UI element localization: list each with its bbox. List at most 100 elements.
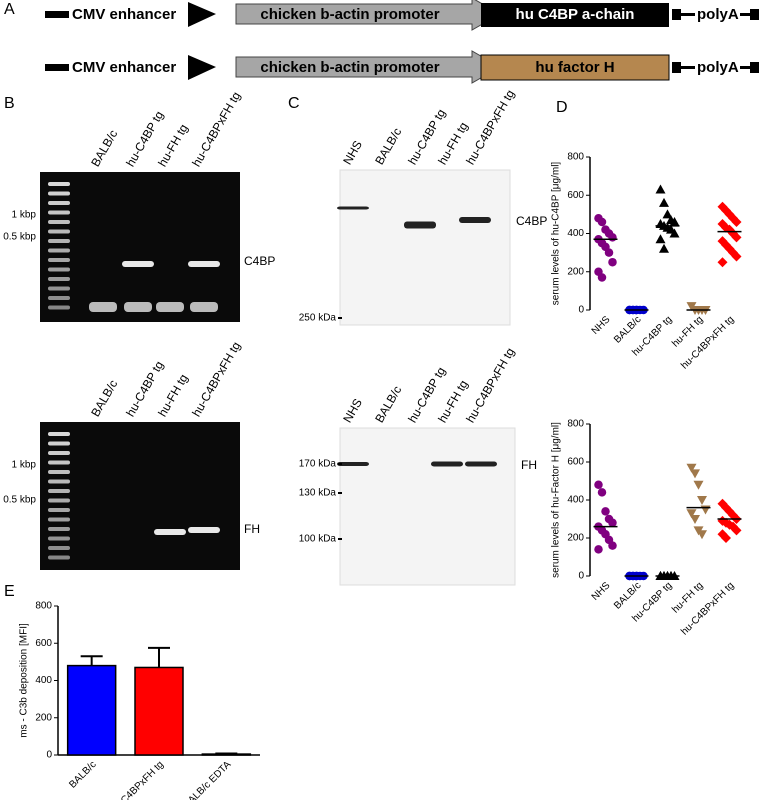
lane-label: BALB/c bbox=[88, 377, 120, 419]
construct-shapes bbox=[45, 0, 759, 84]
ladder-band bbox=[48, 546, 70, 550]
primer-band bbox=[124, 302, 152, 312]
size-marker: 1 kbp bbox=[12, 210, 37, 221]
ladder-band bbox=[48, 201, 70, 205]
bar bbox=[134, 666, 184, 756]
y-tick-label: 400 bbox=[35, 675, 52, 686]
data-point bbox=[604, 248, 614, 257]
lane-label: hu-FH tg bbox=[155, 372, 190, 419]
ladder-band bbox=[48, 470, 70, 474]
blot-band bbox=[337, 462, 369, 466]
y-axis-label: serum levels of hu-Factor H [μg/ml] bbox=[551, 422, 562, 578]
x-tick-label: NHS bbox=[590, 580, 613, 603]
primer-band bbox=[156, 302, 184, 312]
data-point bbox=[690, 469, 700, 479]
data-point bbox=[721, 533, 731, 543]
y-tick-label: 400 bbox=[567, 228, 584, 239]
y-tick-label: 400 bbox=[567, 495, 584, 506]
data-point bbox=[597, 217, 607, 227]
mw-marker: 250 kDa bbox=[299, 313, 337, 324]
primer-band bbox=[89, 302, 117, 312]
data-point bbox=[693, 480, 704, 490]
ladder-band bbox=[48, 248, 70, 253]
enhancer-label: CMV enhancer bbox=[72, 59, 176, 76]
ladder-band bbox=[48, 239, 70, 243]
ladder-band bbox=[48, 527, 70, 531]
gene-label: hu C4BP a-chain bbox=[516, 6, 635, 23]
y-tick-label: 0 bbox=[46, 750, 52, 761]
gel bbox=[40, 422, 240, 570]
panel-label: C bbox=[288, 95, 300, 112]
data-point bbox=[655, 184, 666, 194]
data-point bbox=[731, 232, 742, 243]
y-tick-label: 800 bbox=[567, 152, 584, 163]
gel-band bbox=[154, 529, 186, 535]
lane-label: hu-C4BPxFH tg bbox=[463, 87, 517, 167]
y-tick-label: 200 bbox=[567, 266, 584, 277]
ladder-band bbox=[48, 277, 70, 281]
ladder-band bbox=[48, 479, 70, 484]
band-label: C4BP bbox=[516, 214, 547, 228]
bar bbox=[201, 753, 252, 756]
data-point bbox=[659, 243, 669, 253]
panel-label: A bbox=[4, 1, 15, 18]
size-marker: 1 kbp bbox=[12, 460, 37, 471]
ladder-band bbox=[48, 210, 70, 215]
ladder-band bbox=[48, 555, 70, 560]
data-point bbox=[697, 496, 707, 505]
gel-band bbox=[122, 261, 154, 267]
ladder-band bbox=[48, 296, 70, 300]
lane-label: hu-C4BPxFH tg bbox=[189, 89, 243, 169]
gel-band bbox=[188, 527, 220, 533]
data-point bbox=[659, 197, 669, 207]
y-tick-label: 600 bbox=[567, 457, 584, 468]
data-point bbox=[731, 525, 742, 536]
promoter-label: chicken b-actin promoter bbox=[260, 6, 439, 23]
band-label: FH bbox=[244, 522, 260, 536]
data-point bbox=[594, 545, 603, 554]
primer-band bbox=[190, 302, 218, 312]
ladder-band bbox=[48, 441, 70, 446]
panel-label: E bbox=[4, 583, 15, 600]
ladder-band bbox=[48, 191, 70, 196]
gel-band bbox=[188, 261, 220, 267]
y-tick-label: 600 bbox=[567, 190, 584, 201]
lane-label: hu-C4BPxFH tg bbox=[189, 339, 243, 419]
data-point bbox=[608, 541, 617, 550]
data-point bbox=[669, 228, 680, 238]
y-tick-label: 800 bbox=[35, 601, 52, 612]
mw-marker: 130 kDa bbox=[299, 488, 337, 499]
x-tick-label: BALB/c EDTA bbox=[182, 759, 234, 800]
data-point bbox=[731, 251, 742, 262]
x-tick-label: BALB/c bbox=[67, 759, 98, 790]
promoter-label: chicken b-actin promoter bbox=[260, 59, 439, 76]
mw-marker: 100 kDa bbox=[299, 534, 337, 545]
data-point bbox=[724, 506, 735, 517]
data-point bbox=[608, 257, 617, 267]
y-tick-label: 600 bbox=[35, 638, 52, 649]
polya-label: polyA bbox=[697, 6, 739, 23]
data-point bbox=[697, 530, 707, 540]
ladder-band bbox=[48, 267, 70, 272]
blot bbox=[339, 427, 516, 586]
polya-label: polyA bbox=[697, 59, 739, 76]
panel-label: B bbox=[4, 95, 15, 112]
blot-band bbox=[459, 217, 491, 223]
data-point bbox=[717, 257, 728, 268]
y-tick-label: 200 bbox=[567, 533, 584, 544]
ladder-band bbox=[48, 286, 70, 291]
ladder-band bbox=[48, 536, 70, 541]
data-point bbox=[608, 233, 617, 242]
y-axis-label: serum levels of hu-C4BP [μg/ml] bbox=[551, 162, 562, 306]
bar bbox=[66, 664, 117, 756]
blot-band bbox=[337, 206, 369, 210]
data-point bbox=[597, 273, 607, 282]
ladder-band bbox=[48, 220, 70, 224]
size-marker: 0.5 kbp bbox=[3, 495, 36, 506]
lane-label: hu-C4BPxFH tg bbox=[463, 345, 517, 425]
x-tick-label: NHS bbox=[590, 314, 613, 337]
ladder-band bbox=[48, 460, 70, 465]
data-point bbox=[731, 217, 742, 228]
ladder-band bbox=[48, 489, 70, 493]
